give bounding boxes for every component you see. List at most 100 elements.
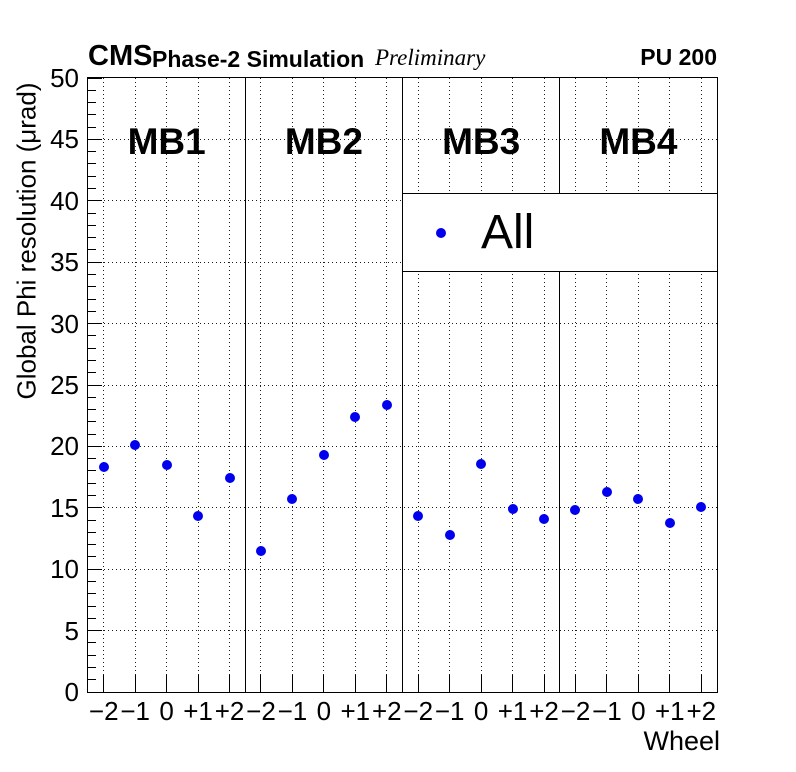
gridline-vertical <box>134 78 136 692</box>
y-major-tick <box>88 691 102 693</box>
y-tick-label: 25 <box>50 370 79 400</box>
gridline-vertical <box>480 78 482 692</box>
y-minor-tick <box>88 482 96 484</box>
preliminary-label: Preliminary <box>375 45 486 70</box>
y-minor-tick <box>88 151 96 153</box>
gridline-vertical <box>197 78 199 692</box>
gridline-vertical <box>229 78 231 692</box>
data-point <box>413 511 424 522</box>
x-tick-label: +2 <box>371 696 402 726</box>
pileup-label: PU 200 <box>640 44 717 70</box>
gridline-vertical <box>574 78 576 692</box>
data-point <box>601 486 612 497</box>
x-tick <box>606 675 608 692</box>
y-minor-tick <box>88 310 96 312</box>
data-point <box>570 505 581 516</box>
data-point <box>224 473 235 484</box>
y-minor-tick <box>88 372 96 374</box>
data-point <box>444 529 455 540</box>
y-minor-tick <box>88 237 96 239</box>
x-tick <box>134 675 136 692</box>
gridline-vertical <box>291 78 293 692</box>
gridline-vertical <box>637 78 639 692</box>
y-minor-tick <box>88 396 96 398</box>
y-minor-tick <box>88 580 96 582</box>
x-axis-title: Wheel <box>643 726 720 756</box>
gridline-vertical <box>166 78 168 692</box>
x-tick-label: 0 <box>316 696 332 726</box>
station-separator <box>402 78 403 692</box>
y-minor-tick <box>88 654 96 656</box>
data-point <box>381 399 392 410</box>
x-tick-label: −2 <box>88 696 119 726</box>
x-tick <box>637 675 639 692</box>
y-minor-tick <box>88 163 96 165</box>
gridline-vertical <box>354 78 356 692</box>
y-major-tick <box>88 323 102 325</box>
x-tick-label: −1 <box>277 696 308 726</box>
x-tick <box>354 675 356 692</box>
x-tick-label: +1 <box>497 696 528 726</box>
y-minor-tick <box>88 286 96 288</box>
x-tick-label: −2 <box>560 696 591 726</box>
gridline-vertical <box>417 78 419 692</box>
x-tick <box>291 675 293 692</box>
x-tick-label: −2 <box>403 696 434 726</box>
data-point <box>255 545 266 556</box>
gridline-vertical <box>512 78 514 692</box>
gridline-vertical <box>386 78 388 692</box>
y-major-tick <box>88 138 102 140</box>
y-minor-tick <box>88 666 96 668</box>
y-major-tick <box>88 384 102 386</box>
y-tick-label: 15 <box>50 492 79 523</box>
y-minor-tick <box>88 188 96 190</box>
station-separator <box>559 78 561 692</box>
x-tick-label: −1 <box>434 696 465 726</box>
y-minor-tick <box>88 249 96 251</box>
y-minor-tick <box>88 359 96 361</box>
data-point <box>350 411 361 422</box>
y-minor-tick <box>88 273 96 275</box>
y-minor-tick <box>88 433 96 435</box>
y-minor-tick <box>88 421 96 423</box>
y-tick-label: 50 <box>50 63 79 93</box>
y-minor-tick <box>88 335 96 337</box>
x-tick <box>166 675 168 692</box>
y-minor-tick <box>88 89 96 91</box>
x-tick <box>229 675 231 692</box>
data-point <box>664 517 675 528</box>
simulation-label: Phase-2 Simulation <box>152 46 365 72</box>
x-tick <box>417 675 419 692</box>
y-minor-tick <box>88 605 96 607</box>
data-point <box>130 440 141 451</box>
y-tick-label: 5 <box>64 615 79 646</box>
gridline-vertical <box>260 78 262 692</box>
gridline-vertical <box>323 78 325 692</box>
y-minor-tick <box>88 679 96 681</box>
station-separator <box>244 78 246 692</box>
x-tick <box>323 675 325 692</box>
x-tick <box>669 675 671 692</box>
y-minor-tick <box>88 126 96 128</box>
x-tick-label: −1 <box>592 696 622 726</box>
x-tick <box>480 675 482 692</box>
x-tick <box>512 675 514 692</box>
x-tick-label: −1 <box>120 696 150 726</box>
x-tick-label: +2 <box>686 696 717 726</box>
y-minor-tick <box>88 224 96 226</box>
y-tick-label: 35 <box>50 247 79 278</box>
x-tick <box>574 675 576 692</box>
data-point <box>318 449 329 460</box>
station-label-mb3: MB3 <box>442 121 521 162</box>
data-point <box>161 459 172 470</box>
data-point <box>476 458 487 469</box>
data-point <box>507 504 518 515</box>
gridline-vertical <box>103 78 105 692</box>
y-minor-tick <box>88 458 96 460</box>
data-point <box>539 513 550 524</box>
station-label-mb1: MB1 <box>127 121 206 162</box>
station-label-mb4: MB4 <box>599 121 678 162</box>
y-minor-tick <box>88 593 96 595</box>
y-major-tick <box>88 445 102 447</box>
